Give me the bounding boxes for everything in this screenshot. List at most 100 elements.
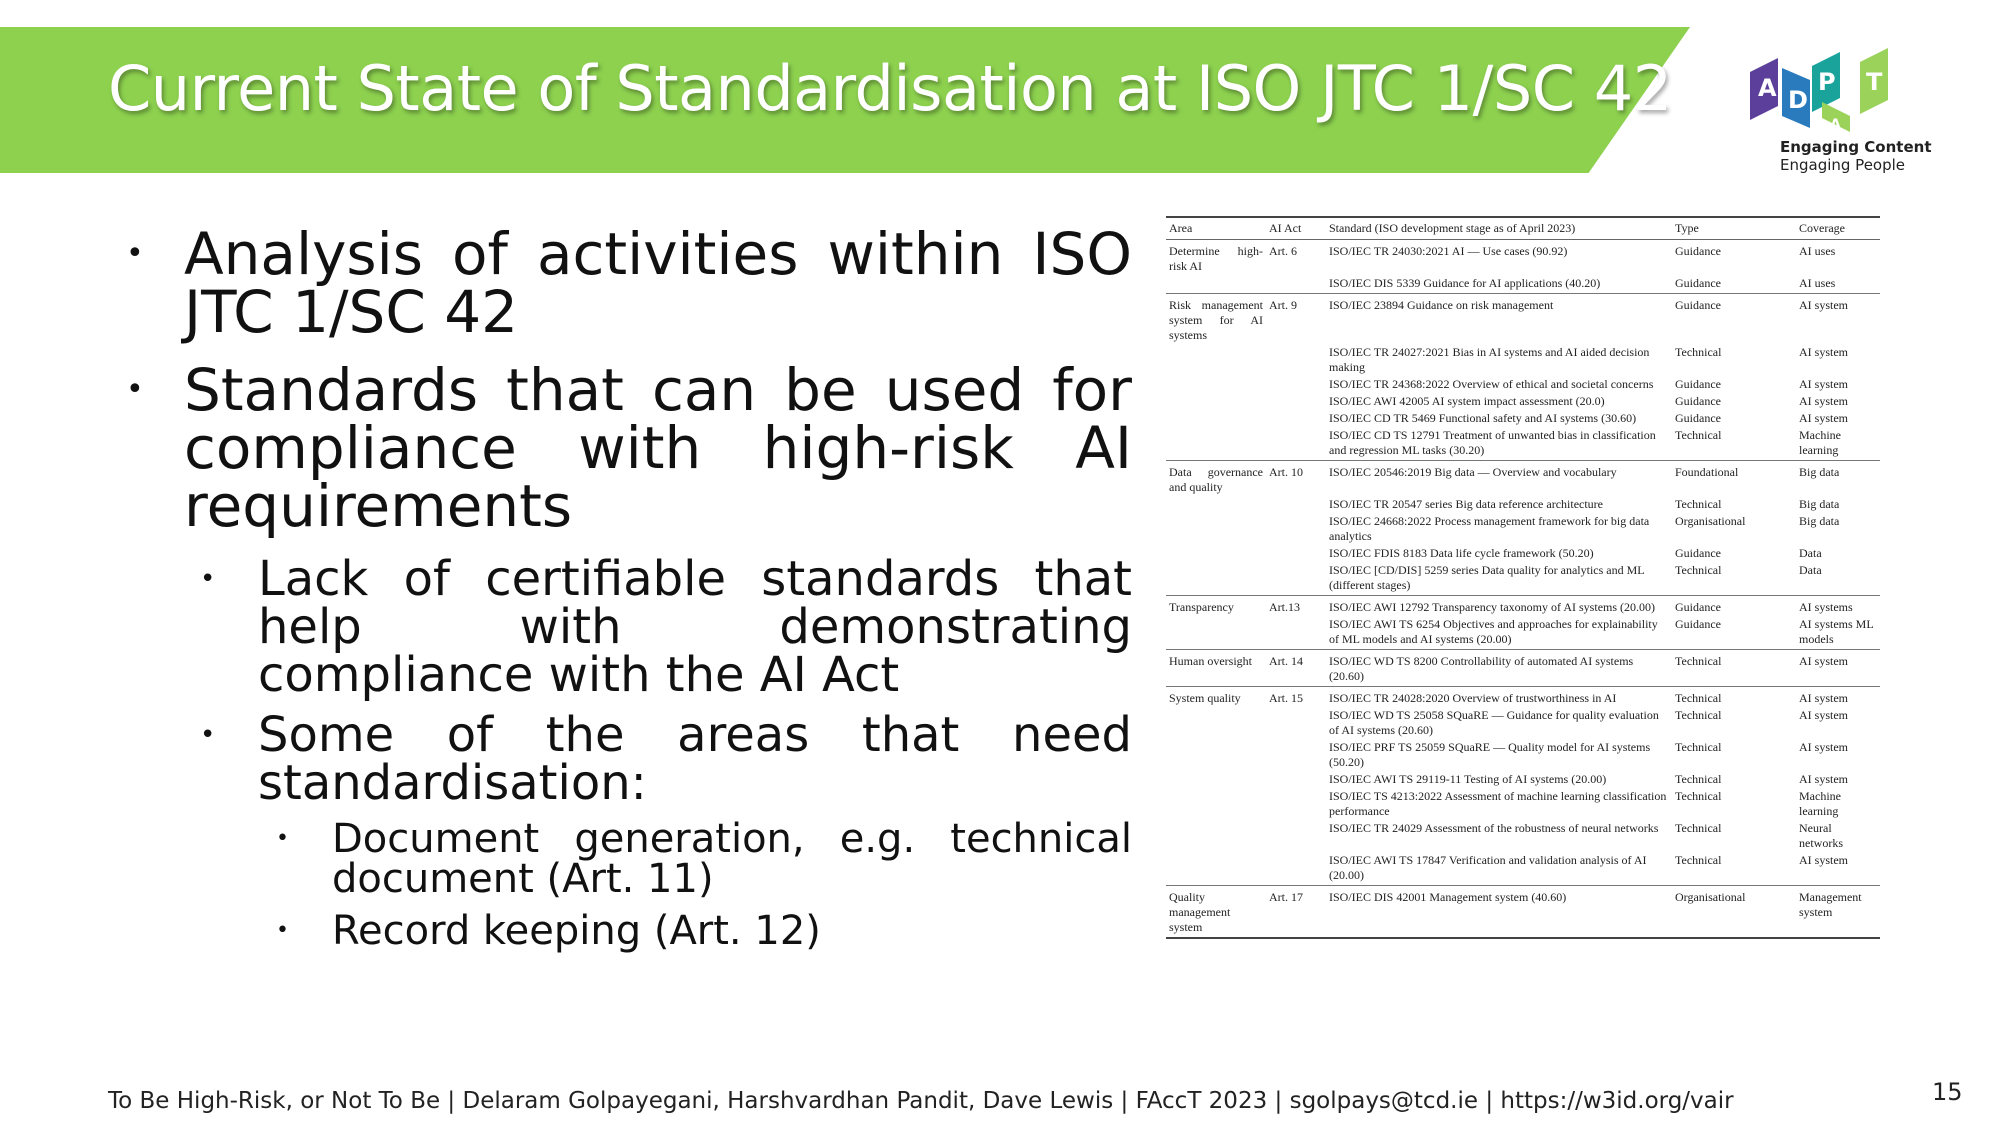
bullet-list: • Analysis of activities within ISO JTC 1… <box>120 225 1132 963</box>
table-header-cell: Type <box>1672 216 1796 240</box>
table-cell <box>1266 563 1326 596</box>
table-cell: Art. 10 <box>1266 460 1326 497</box>
table-cell: Technical <box>1672 686 1796 708</box>
table-row: ISO/IEC AWI TS 6254 Objectives and appro… <box>1166 617 1880 650</box>
table-cell: AI system <box>1799 345 1848 359</box>
bullet-text: Record keeping (Art. 12) <box>332 908 821 954</box>
table-cell: ISO/IEC DIS 42001 Management system (40.… <box>1326 885 1672 939</box>
table-row: System quality Art. 15 ISO/IEC TR 24028:20… <box>1166 686 1880 708</box>
table-cell: ISO/IEC DIS 5339 Guidance for AI applica… <box>1329 276 1601 290</box>
table-cell: Quality management system <box>1166 885 1266 939</box>
table-cell <box>1166 617 1266 650</box>
table-cell <box>1166 514 1266 546</box>
table-cell: ISO/IEC AWI 12792 Transparency taxonomy … <box>1326 595 1672 617</box>
table-row: ISO/IEC [CD/DIS] 5259 series Data qualit… <box>1166 563 1880 596</box>
bullet-dot: • <box>200 564 216 594</box>
table-cell: ISO/IEC AWI TS 17847 Verification and va… <box>1329 853 1647 882</box>
table-row: Quality management system Art. 17 ISO/IEC … <box>1166 885 1880 939</box>
table-cell <box>1166 772 1266 789</box>
logo-letter-5: T <box>1866 68 1883 96</box>
table-cell <box>1166 546 1266 563</box>
sub-bullet-item: • Some of the areas that need standardisa… <box>120 711 1132 807</box>
table-header-row: Area AI Act Standard (ISO development stag… <box>1166 216 1880 240</box>
logo-tile-a2 <box>1822 102 1850 132</box>
table-cell <box>1166 789 1266 821</box>
table-cell: Technical <box>1675 821 1722 835</box>
table-cell: Data governance and quality <box>1166 460 1266 497</box>
logo-tagline-1: Engaging Content <box>1780 138 1932 156</box>
table-cell: Technical <box>1675 772 1722 786</box>
table-row: Transparency Art.13 ISO/IEC AWI 12792 Tran… <box>1166 595 1880 617</box>
slide-footer: To Be High-Risk, or Not To Be | Delaram … <box>108 1088 1734 1114</box>
standards-table-wrapper: Area AI Act Standard (ISO development stag… <box>1166 216 1880 939</box>
table-cell: AI system <box>1796 293 1880 345</box>
table-row: Risk management system for AI systems Art… <box>1166 293 1880 345</box>
table-header-cell: Coverage <box>1796 216 1880 240</box>
table-cell: ISO/IEC CD TS 12791 Treatment of unwante… <box>1329 428 1656 457</box>
title-banner <box>0 27 1690 173</box>
table-cell: Organisational <box>1675 514 1746 528</box>
table-header-cell: Standard (ISO development stage as of Ap… <box>1326 216 1672 240</box>
table-row: ISO/IEC AWI TS 17847 Verification and va… <box>1166 853 1880 886</box>
bullet-text: Some of the areas that need standardisat… <box>258 707 1132 811</box>
table-cell: Neural networks <box>1799 821 1843 850</box>
bullet-text: Lack of certifiable standards that help … <box>258 551 1132 703</box>
logo-letter-3: A <box>1830 117 1841 133</box>
table-cell: Determine high-risk AI <box>1166 239 1266 276</box>
table-header-cell: Area <box>1166 216 1266 240</box>
table-row: ISO/IEC FDIS 8183 Data life cycle framew… <box>1166 546 1880 563</box>
table-cell: Big data <box>1799 514 1840 528</box>
bullet-dot: • <box>126 372 144 407</box>
table-cell: AI systems <box>1796 595 1880 617</box>
table-cell: ISO/IEC TR 20547 series Big data referen… <box>1329 497 1604 511</box>
table-cell: System quality <box>1166 686 1266 708</box>
table-cell: Risk management system for AI systems <box>1166 293 1266 345</box>
table-cell: Technical <box>1675 563 1722 577</box>
table-cell: Technical <box>1675 853 1722 867</box>
table-cell: Machine learning <box>1799 428 1841 457</box>
table-cell: ISO/IEC TR 24028:2020 Overview of trustw… <box>1326 686 1672 708</box>
table-cell <box>1266 853 1326 886</box>
table-row: ISO/IEC TR 20547 series Big data referen… <box>1166 497 1880 514</box>
table-row: ISO/IEC AWI 42005 AI system impact asses… <box>1166 394 1880 411</box>
table-cell: Technical <box>1675 345 1722 359</box>
table-cell: Guidance <box>1675 617 1721 631</box>
table-cell: AI system <box>1799 853 1848 867</box>
logo-tile-t <box>1860 48 1888 114</box>
table-cell <box>1266 789 1326 821</box>
table-cell <box>1166 428 1266 461</box>
table-cell: Human oversight <box>1166 649 1266 687</box>
table-cell <box>1166 708 1266 740</box>
table-cell: Technical <box>1675 740 1722 754</box>
table-row: ISO/IEC TR 24029 Assessment of the robus… <box>1166 821 1880 853</box>
table-cell: Guidance <box>1672 293 1796 345</box>
table-cell: Guidance <box>1672 239 1796 276</box>
table-cell: Big data <box>1796 460 1880 497</box>
bullet-text: Document generation, e.g. technical docu… <box>332 816 1132 902</box>
table-cell: Organisational <box>1672 885 1796 939</box>
table-cell: Art. 9 <box>1266 293 1326 345</box>
standards-table: Area AI Act Standard (ISO development stag… <box>1166 216 1880 939</box>
table-cell: Technical <box>1675 497 1722 511</box>
table-cell: AI system <box>1796 649 1880 687</box>
table-cell: AI system <box>1799 411 1848 425</box>
table-cell: ISO/IEC TR 24030:2021 AI — Use cases (90… <box>1326 239 1672 276</box>
bullet-dot: • <box>200 720 216 750</box>
logo-letter-1: A <box>1758 74 1777 102</box>
table-cell: Data <box>1799 546 1822 560</box>
table-cell <box>1166 740 1266 772</box>
bullet-text: Analysis of activities within ISO JTC 1/… <box>184 220 1132 346</box>
slide-title: Current State of Standardisation at ISO … <box>108 52 1672 125</box>
table-row: ISO/IEC 24668:2022 Process management fr… <box>1166 514 1880 546</box>
table-cell: Guidance <box>1675 276 1721 290</box>
table-cell: Technical <box>1675 428 1722 442</box>
table-cell: ISO/IEC TR 24368:2022 Overview of ethica… <box>1329 377 1654 391</box>
table-cell: ISO/IEC AWI 42005 AI system impact asses… <box>1329 394 1605 408</box>
table-cell: Management system <box>1796 885 1880 939</box>
table-cell: Guidance <box>1675 377 1721 391</box>
table-cell: ISO/IEC 24668:2022 Process management fr… <box>1329 514 1650 543</box>
table-cell: AI system <box>1799 740 1848 754</box>
table-cell <box>1266 428 1326 461</box>
table-cell: Art. 6 <box>1266 239 1326 276</box>
table-cell: Guidance <box>1675 411 1721 425</box>
